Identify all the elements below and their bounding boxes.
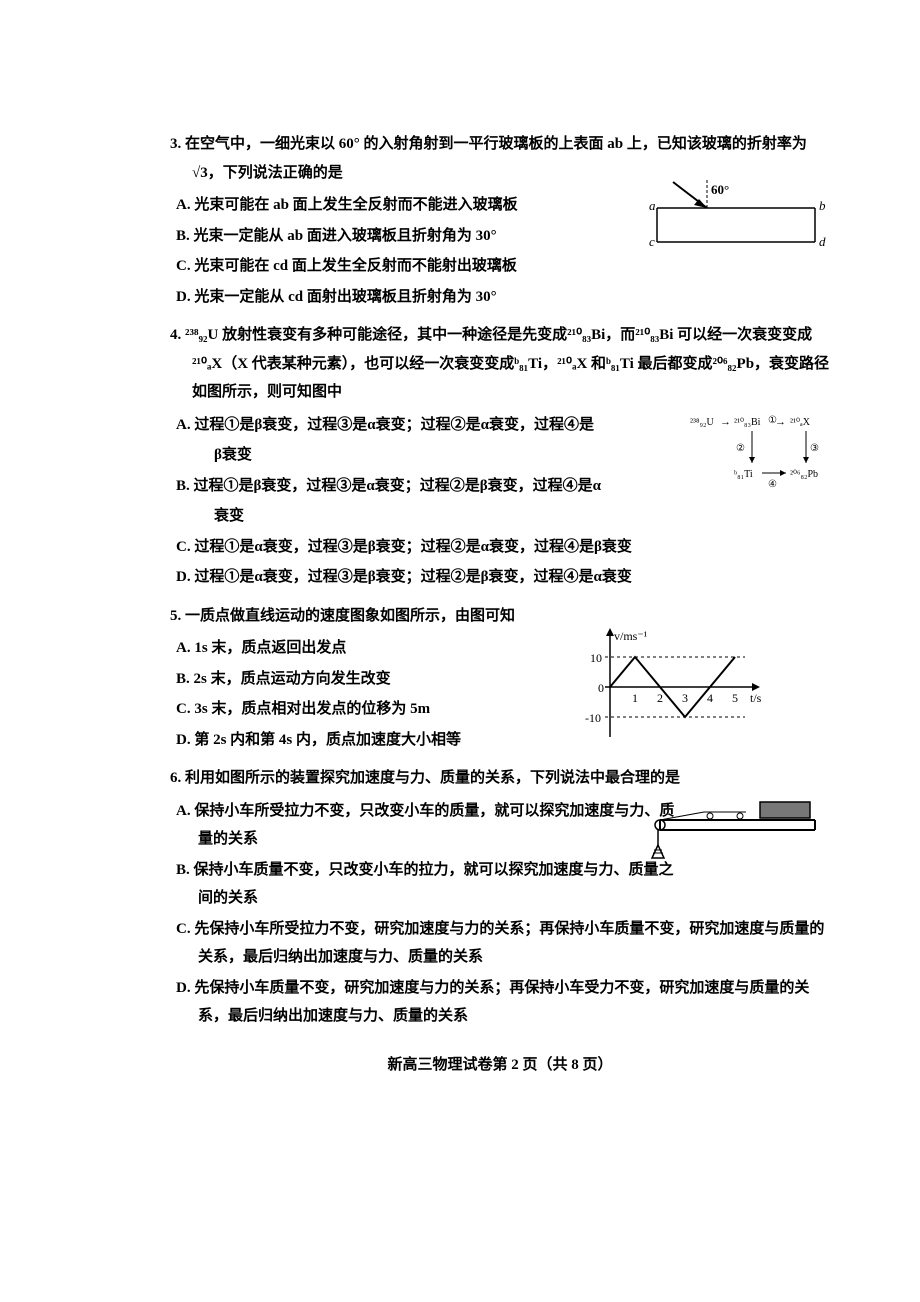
q4-figure: ²³⁸₉₂U → ²¹⁰₈₃Bi ① → ²¹⁰ₐX ② ③ ᵇ₈₁Ti ④ ²… bbox=[690, 413, 830, 493]
svg-text:→: → bbox=[720, 416, 731, 428]
q3-label-c: c bbox=[649, 234, 655, 249]
q3-body: 在空气中，一细光束以 60° 的入射角射到一平行玻璃板的上表面 ab 上，已知该… bbox=[185, 136, 807, 181]
q6-figure bbox=[640, 790, 820, 880]
q3-num: 3. bbox=[170, 136, 181, 152]
q3-text: 3. 在空气中，一细光束以 60° 的入射角射到一平行玻璃板的上表面 ab 上，… bbox=[170, 130, 830, 187]
q4-x: ²¹⁰ₐX bbox=[790, 417, 811, 428]
q6-option-a: A. 保持小车所受拉力不变，只改变小车的质量，就可以探究加速度与力、质量的关系 bbox=[170, 797, 678, 854]
q5-xlabel: t/s bbox=[750, 691, 762, 705]
q3-option-b: B. 光束一定能从 ab 面进入玻璃板且折射角为 30° bbox=[170, 222, 678, 251]
q6-option-d: D. 先保持小车质量不变，研究加速度与力的关系；再保持小车受力不变，研究加速度与… bbox=[170, 974, 830, 1031]
q5-figure: v/ms⁻¹ 10 0 -10 1 2 3 4 5 t/s bbox=[580, 622, 770, 752]
q4-pb: ²⁰⁶₈₂Pb bbox=[790, 469, 818, 480]
q3-label-a: a bbox=[649, 198, 656, 213]
q5-yn10: -10 bbox=[585, 711, 601, 725]
q5-x3: 3 bbox=[682, 691, 688, 705]
q3-label-d: d bbox=[819, 234, 826, 249]
q5-x4: 4 bbox=[707, 691, 713, 705]
q5-x2: 2 bbox=[657, 691, 663, 705]
question-4: 4. ²³⁸₉₂U 放射性衰变有多种可能途径，其中一种途径是先变成²¹⁰₈₃Bi… bbox=[170, 321, 830, 592]
page-content: 3. 在空气中，一细光束以 60° 的入射角射到一平行玻璃板的上表面 ab 上，… bbox=[0, 0, 920, 1119]
q4-u: ²³⁸₉₂U bbox=[690, 417, 714, 428]
q5-x5: 5 bbox=[732, 691, 738, 705]
q5-body: 一质点做直线运动的速度图象如图所示，由图可知 bbox=[185, 608, 515, 624]
q3-label-b: b bbox=[819, 198, 826, 213]
q4-option-a: A. 过程①是β衰变，过程③是α衰变；过程②是α衰变，过程④是 bbox=[170, 411, 698, 440]
q6-body: 利用如图所示的装置探究加速度与力、质量的关系，下列说法中最合理的是 bbox=[185, 770, 680, 786]
q4-num: 4. bbox=[170, 327, 181, 343]
q6-option-c: C. 先保持小车所受拉力不变，研究加速度与力的关系；再保持小车质量不变，研究加速… bbox=[170, 915, 830, 972]
q4-option-b: B. 过程①是β衰变，过程③是α衰变；过程②是β衰变，过程④是α bbox=[170, 472, 698, 501]
q3-figure: 60° a b c d bbox=[645, 180, 830, 265]
q5-x1: 1 bbox=[632, 691, 638, 705]
q5-y0: 0 bbox=[598, 681, 604, 695]
q5-num: 5. bbox=[170, 608, 181, 624]
q6-text: 6. 利用如图所示的装置探究加速度与力、质量的关系，下列说法中最合理的是 bbox=[170, 764, 830, 793]
page-footer: 新高三物理试卷第 2 页（共 8 页） bbox=[170, 1051, 830, 1080]
q5-ylabel: v/ms⁻¹ bbox=[614, 629, 648, 643]
q4-option-d: D. 过程①是α衰变，过程③是β衰变；过程②是β衰变，过程④是α衰变 bbox=[170, 563, 830, 592]
q4-option-c: C. 过程①是α衰变，过程③是β衰变；过程②是α衰变，过程④是β衰变 bbox=[170, 533, 830, 562]
q4-n2: ② bbox=[736, 443, 745, 454]
q6-num: 6. bbox=[170, 770, 181, 786]
q4-n4: ④ bbox=[768, 479, 777, 490]
question-5: 5. 一质点做直线运动的速度图象如图所示，由图可知 A. 1s 末，质点返回出发… bbox=[170, 602, 830, 755]
q4-ti: ᵇ₈₁Ti bbox=[734, 469, 753, 480]
q6-option-b: B. 保持小车质量不变，只改变小车的拉力，就可以探究加速度与力、质量之间的关系 bbox=[170, 856, 678, 913]
question-6: 6. 利用如图所示的装置探究加速度与力、质量的关系，下列说法中最合理的是 A. … bbox=[170, 764, 830, 1031]
q3-option-a: A. 光束可能在 ab 面上发生全反射而不能进入玻璃板 bbox=[170, 191, 678, 220]
q4-option-b-cont: 衰变 bbox=[170, 502, 830, 531]
q3-option-c: C. 光束可能在 cd 面上发生全反射而不能射出玻璃板 bbox=[170, 252, 678, 281]
q3-option-d: D. 光束一定能从 cd 面射出玻璃板且折射角为 30° bbox=[170, 283, 678, 312]
svg-text:→: → bbox=[775, 416, 786, 428]
q4-text: 4. ²³⁸₉₂U 放射性衰变有多种可能途径，其中一种途径是先变成²¹⁰₈₃Bi… bbox=[170, 321, 830, 407]
question-3: 3. 在空气中，一细光束以 60° 的入射角射到一平行玻璃板的上表面 ab 上，… bbox=[170, 130, 830, 311]
q4-n3: ③ bbox=[810, 443, 819, 454]
q3-angle-label: 60° bbox=[711, 182, 729, 197]
q5-y10: 10 bbox=[590, 651, 602, 665]
q4-body: ²³⁸₉₂U 放射性衰变有多种可能途径，其中一种途径是先变成²¹⁰₈₃Bi，而²… bbox=[185, 327, 829, 400]
q4-bi: ²¹⁰₈₃Bi bbox=[734, 417, 761, 428]
